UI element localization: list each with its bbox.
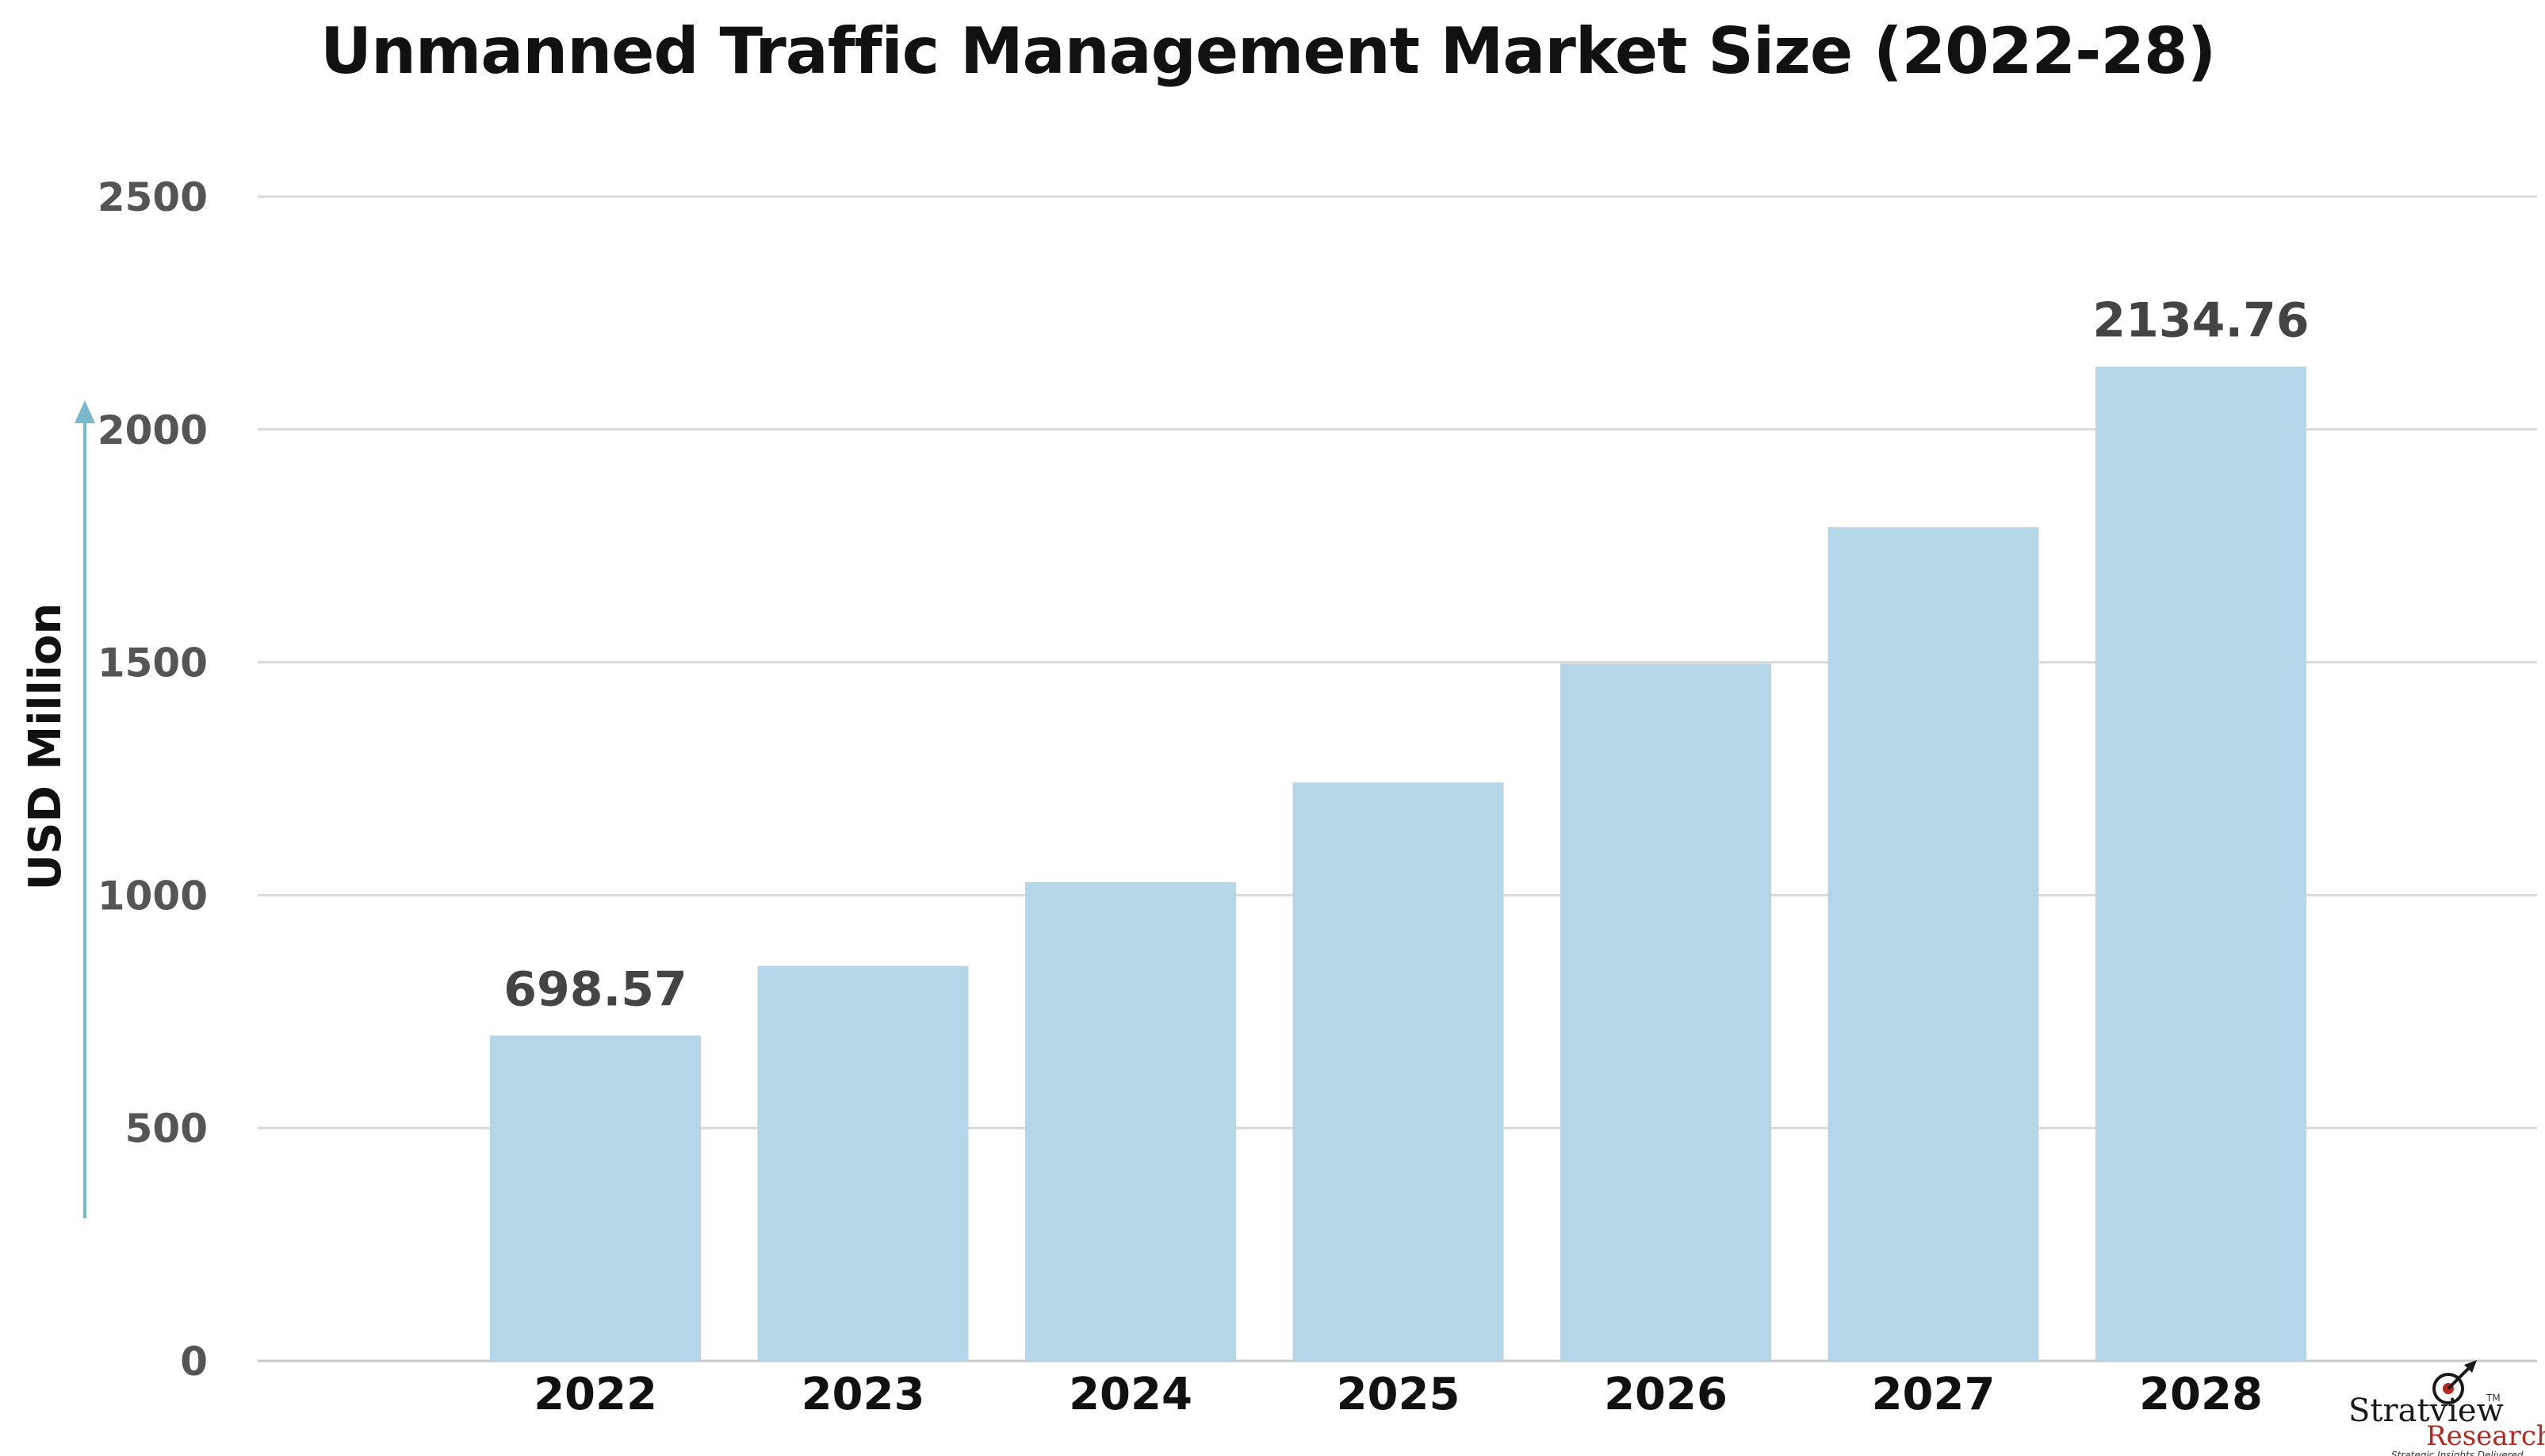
- bar-2025: [1292, 782, 1504, 1361]
- logo-trademark: TM: [2486, 1393, 2501, 1404]
- bar-2028: [2095, 366, 2306, 1362]
- x-tick-label: 2027: [1872, 1369, 1996, 1420]
- y-axis-ticks: 0 500 1000 1500 2000 2500: [98, 174, 208, 1385]
- y-tick-label: 1500: [98, 640, 208, 686]
- x-tick-label: 2023: [802, 1369, 925, 1420]
- bar-2026: [1560, 663, 1771, 1361]
- y-tick-label: 2500: [98, 174, 208, 220]
- y-axis-title: USD Million: [20, 603, 71, 891]
- x-tick-label: 2026: [1604, 1369, 1728, 1420]
- stratview-logo: Stratview TM Research Strategic Insights…: [2348, 1360, 2545, 1456]
- target-icon: [2432, 1360, 2477, 1404]
- y-tick-label: 500: [125, 1106, 208, 1152]
- data-labels: 698.57 2134.76: [503, 293, 2309, 1018]
- x-tick-label: 2022: [534, 1369, 657, 1420]
- data-label: 698.57: [503, 962, 687, 1018]
- x-axis-labels: 2022 2023 2024 2025 2026 2027 2028: [534, 1369, 2263, 1420]
- data-label: 2134.76: [2092, 293, 2309, 349]
- bar-2027: [1827, 527, 2039, 1361]
- x-tick-label: 2024: [1069, 1369, 1192, 1420]
- bar-2022: [490, 1035, 701, 1361]
- x-tick-label: 2028: [2139, 1369, 2263, 1420]
- logo-research: Research: [2426, 1420, 2545, 1452]
- logo-tagline: Strategic Insights Delivered: [2391, 1450, 2524, 1456]
- y-axis-arrow: [75, 400, 95, 1218]
- y-tick-label: 0: [180, 1339, 208, 1385]
- logo-name: Stratview: [2348, 1393, 2504, 1429]
- x-tick-label: 2025: [1337, 1369, 1460, 1420]
- bar-2023: [757, 965, 969, 1361]
- bar-2024: [1025, 881, 1236, 1361]
- y-tick-label: 2000: [98, 407, 208, 453]
- bars: [490, 366, 2306, 1362]
- y-tick-label: 1000: [98, 873, 208, 919]
- chart-title: Unmanned Traffic Management Market Size …: [320, 14, 2216, 88]
